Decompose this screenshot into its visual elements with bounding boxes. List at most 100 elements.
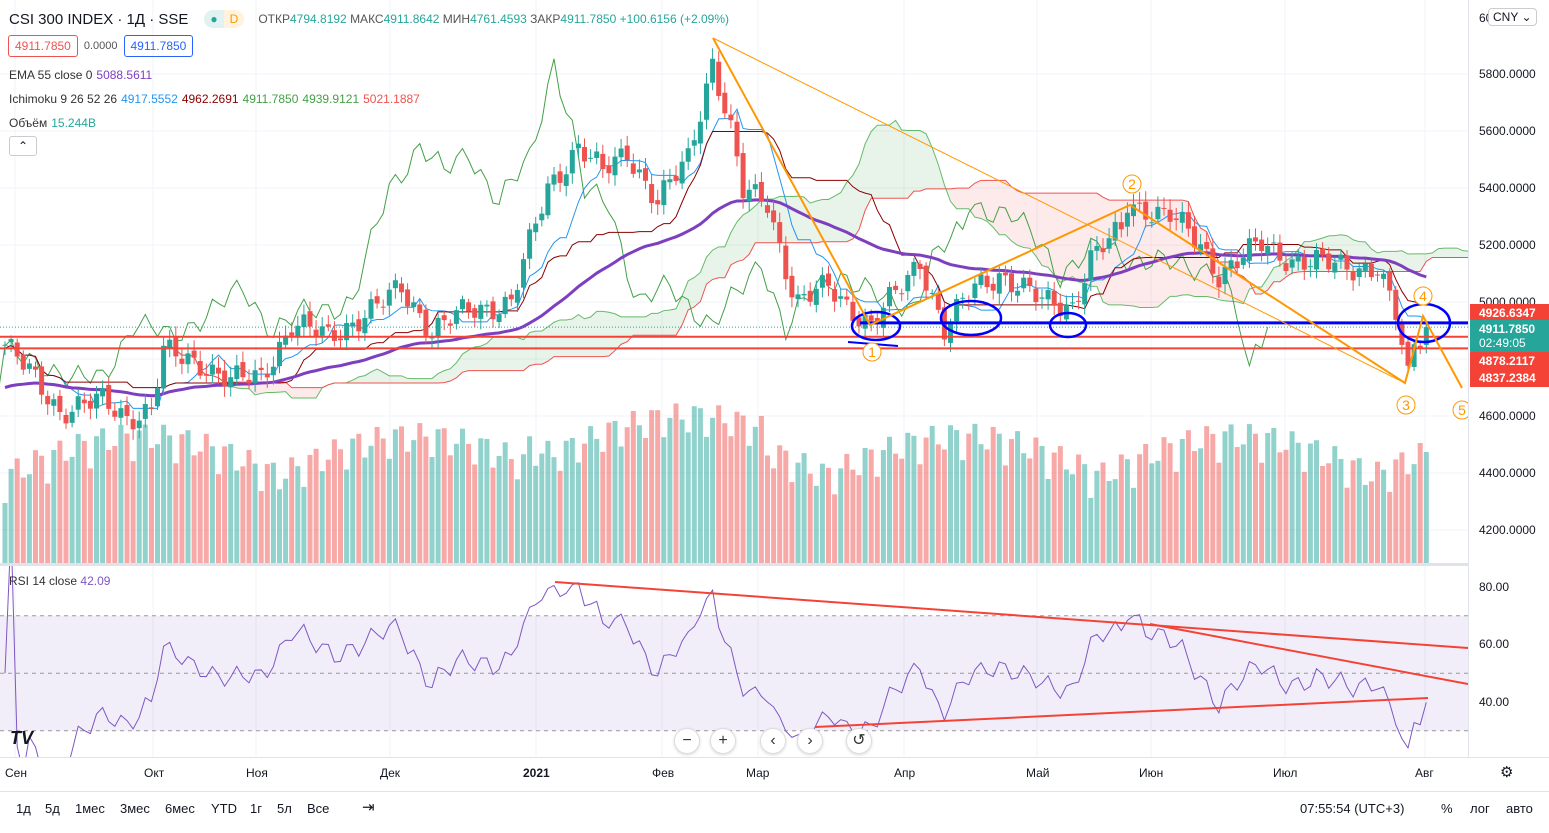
volume-bar xyxy=(374,426,380,563)
ichimoku-cloud-segment xyxy=(1273,265,1280,282)
volume-bar xyxy=(490,467,496,563)
legend-rsi[interactable]: RSI 14 close 42.09 xyxy=(9,574,110,588)
ichimoku-cloud-segment xyxy=(499,337,506,371)
tradingview-logo[interactable]: TV xyxy=(10,728,34,748)
range-6m[interactable]: 6мес xyxy=(165,801,195,816)
candle xyxy=(838,296,844,299)
clock[interactable]: 07:55:54 (UTC+3) xyxy=(1300,801,1405,816)
rsi-chart[interactable] xyxy=(0,566,1468,757)
volume-bar xyxy=(216,474,221,563)
zoom-in-button[interactable]: + xyxy=(710,728,736,754)
high-label: МАКС xyxy=(350,12,384,26)
range-1m[interactable]: 1мес xyxy=(75,801,105,816)
ichimoku-cloud-segment xyxy=(493,337,500,371)
candle xyxy=(1143,201,1149,220)
volume-bar xyxy=(258,490,264,563)
candle xyxy=(100,388,106,397)
volume-bar xyxy=(667,417,673,563)
candle xyxy=(557,171,563,183)
candle xyxy=(106,384,112,409)
ichimoku-cloud-segment xyxy=(1200,228,1207,297)
ichimoku-cloud-segment xyxy=(633,316,640,336)
volume-bar xyxy=(691,406,697,563)
range-5y[interactable]: 5л xyxy=(277,801,292,816)
currency-select[interactable]: CNY ⌄ xyxy=(1488,8,1537,26)
price-chart[interactable]: 1 2 3 4 5 xyxy=(0,0,1468,563)
volume-bar xyxy=(380,438,386,563)
ichimoku-cloud-segment xyxy=(791,196,798,243)
time-tick: Сен xyxy=(5,766,27,780)
volume-bar xyxy=(740,415,746,563)
ichimoku-cloud-segment xyxy=(1432,248,1439,258)
price-tick: 5200.0000 xyxy=(1479,238,1536,252)
candle xyxy=(51,399,57,406)
go-to-date-icon[interactable]: ⇥ xyxy=(362,799,375,816)
range-5d[interactable]: 5д xyxy=(45,801,60,816)
buy-button[interactable]: 4911.7850 xyxy=(123,35,194,57)
ichimoku-cloud-segment xyxy=(602,311,609,357)
range-3m[interactable]: 3мес xyxy=(120,801,150,816)
ichimoku-cloud-segment xyxy=(419,378,426,384)
percent-toggle[interactable]: % xyxy=(1441,801,1453,816)
candle xyxy=(136,420,142,429)
volume-bar xyxy=(1039,446,1045,563)
candle xyxy=(1179,212,1185,223)
time-axis[interactable]: Сен Окт Ноя Дек 2021 Фев Мар Апр Май Июн… xyxy=(0,757,1549,790)
candle xyxy=(447,323,453,326)
volume-bar xyxy=(1375,461,1380,563)
volume-bar xyxy=(935,444,941,563)
candle xyxy=(246,379,252,384)
legend-ichimoku[interactable]: Ichimoku 9 26 52 26 4917.5552 4962.2691 491… xyxy=(9,92,420,106)
range-1d[interactable]: 1д xyxy=(16,801,31,816)
ichimoku-cloud-segment xyxy=(895,120,902,199)
candle xyxy=(618,148,624,158)
settings-gear-icon[interactable]: ⚙ xyxy=(1500,764,1514,781)
pane-separator[interactable] xyxy=(0,563,1549,566)
zoom-out-button[interactable]: − xyxy=(674,728,700,754)
volume-bar xyxy=(63,460,69,563)
volume-bar xyxy=(1381,469,1387,563)
volume-bar xyxy=(710,417,716,563)
volume-bar xyxy=(1106,481,1112,563)
range-all[interactable]: Все xyxy=(307,801,330,816)
candle xyxy=(1167,209,1173,222)
candle xyxy=(600,153,606,170)
ichimoku-cloud-segment xyxy=(804,197,811,243)
ichimoku-cloud-segment xyxy=(682,280,689,325)
ichimoku-cloud-segment xyxy=(950,188,957,209)
candle xyxy=(911,261,917,276)
candle xyxy=(496,314,502,323)
candle xyxy=(935,292,941,310)
volume-bar xyxy=(594,438,600,563)
scroll-left-button[interactable]: ‹ xyxy=(760,728,786,754)
candle xyxy=(594,151,600,158)
volume-bar xyxy=(75,433,81,563)
ichimoku-cloud-segment xyxy=(432,373,439,384)
range-ytd[interactable]: YTD xyxy=(211,801,237,816)
time-tick: Июл xyxy=(1273,766,1298,780)
volume-bar xyxy=(679,419,685,563)
price-axis[interactable]: 60 5800.0000 5600.0000 5400.0000 5200.00… xyxy=(1468,0,1549,757)
candle xyxy=(502,296,508,315)
reset-chart-button[interactable]: ↺ xyxy=(846,728,872,754)
collapse-legend-button[interactable]: ⌃ xyxy=(9,136,37,156)
symbol-title[interactable]: CSI 300 INDEX · 1Д · SSE xyxy=(9,10,189,28)
range-1y[interactable]: 1г xyxy=(250,801,262,816)
volume-bar xyxy=(1222,431,1228,563)
candle xyxy=(826,273,831,286)
market-status[interactable]: ● D xyxy=(204,10,245,28)
auto-toggle[interactable]: авто xyxy=(1506,801,1533,816)
log-toggle[interactable]: лог xyxy=(1470,801,1490,816)
scroll-right-button[interactable]: › xyxy=(797,728,823,754)
legend-volume[interactable]: Объём 15.244B xyxy=(9,116,96,130)
candle xyxy=(368,299,374,319)
blue-highlight-ellipse xyxy=(1048,311,1088,339)
volume-bar xyxy=(295,466,301,563)
sell-button[interactable]: 4911.7850 xyxy=(8,35,78,57)
legend-ema[interactable]: EMA 55 close 0 5088.5611 xyxy=(9,68,152,82)
ichimoku-cloud-segment xyxy=(712,246,719,280)
chikou-span xyxy=(0,58,1269,388)
ichimoku-cloud-segment xyxy=(926,133,933,189)
candle xyxy=(1192,226,1197,248)
ichimoku-cloud-segment xyxy=(993,180,1000,235)
